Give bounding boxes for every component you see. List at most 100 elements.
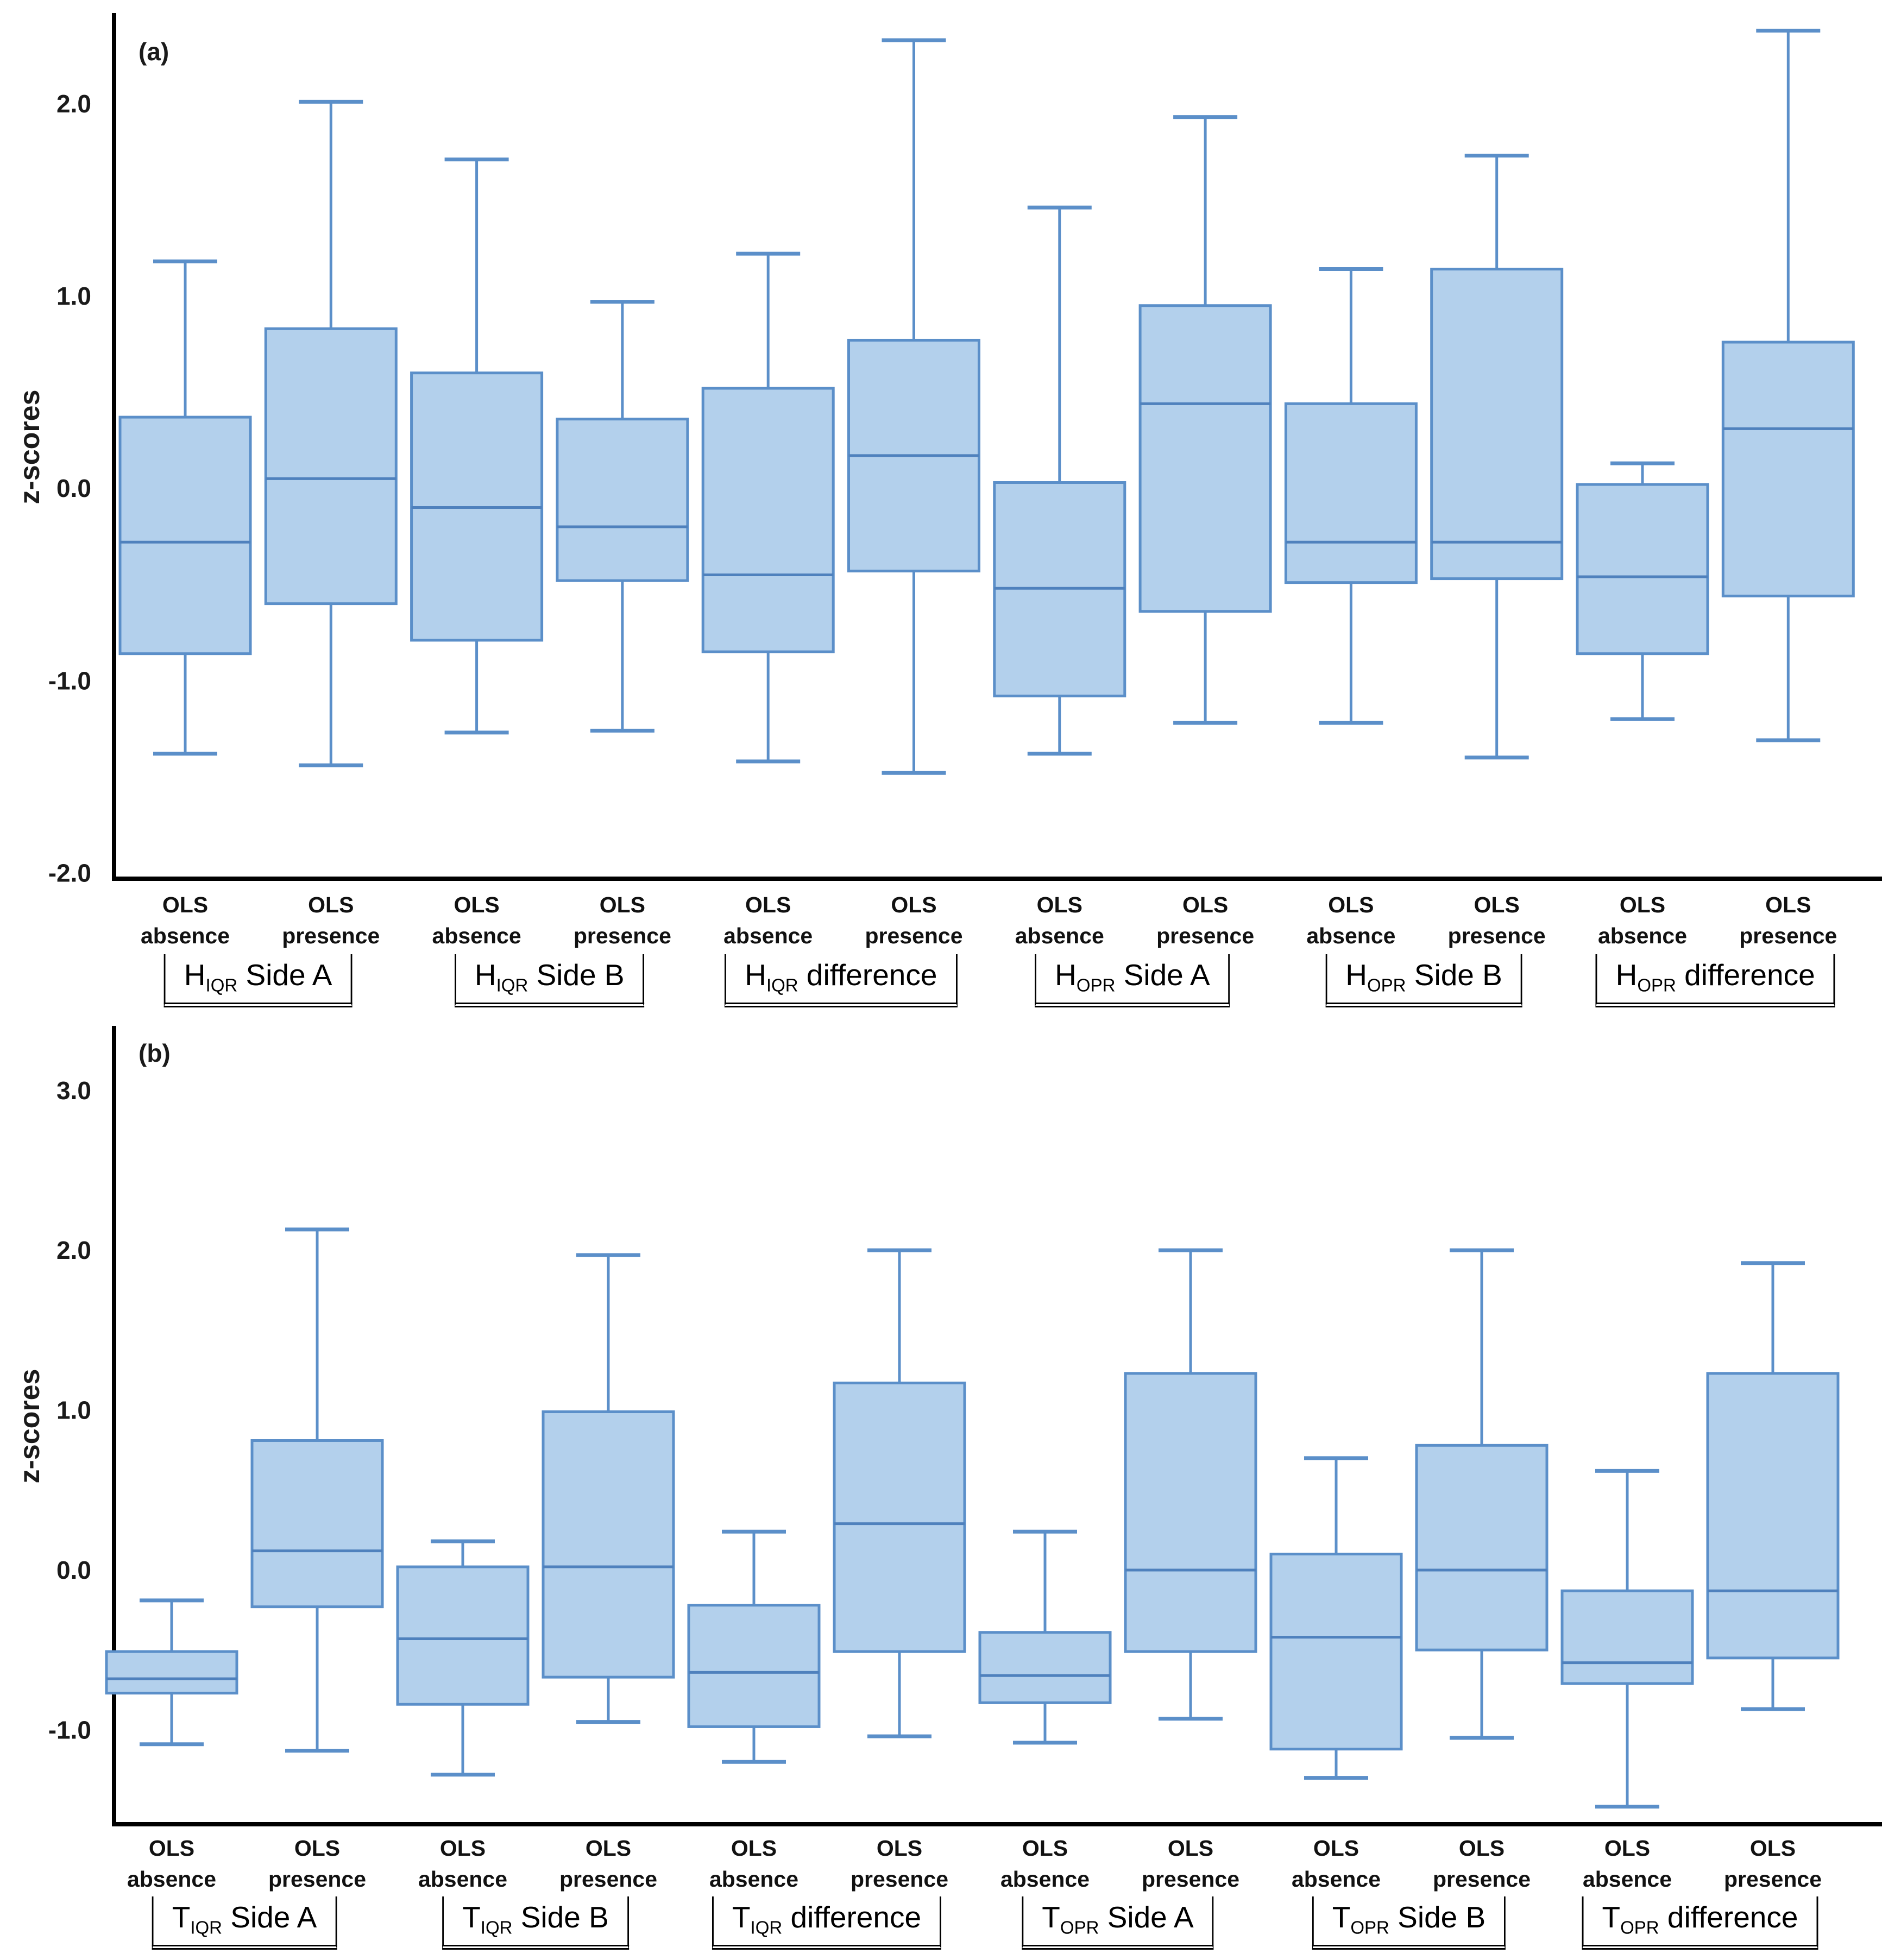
condition-label-line: OLS [1619, 892, 1666, 917]
group-label-text: Side A [237, 958, 332, 992]
group-label-text: difference [1659, 1900, 1798, 1934]
group-label-subscript: OPR [1620, 1917, 1659, 1938]
condition-label-line: OLS [1604, 1836, 1651, 1861]
condition-label-line: OLS [1474, 892, 1520, 917]
condition-label-line: absence [1597, 923, 1688, 948]
group-label-prefix: H [745, 958, 766, 992]
condition-label: OLS presence [1129, 890, 1281, 951]
group-label-box: HOPR Side A [1035, 954, 1230, 1007]
condition-label-line: OLS [891, 892, 937, 917]
group-label-prefix: T [1602, 1900, 1621, 1934]
group-label-box: HOPR difference [1595, 954, 1835, 1007]
group-label-box: TOPR difference [1582, 1896, 1818, 1950]
group-label-text: Side B [1389, 1900, 1486, 1934]
iqr-box [687, 1604, 821, 1728]
condition-label-line: absence [432, 923, 521, 948]
group-label-box: HIQR difference [725, 954, 958, 1007]
condition-label-line: absence [418, 1867, 508, 1892]
condition-label-line: OLS [1022, 1836, 1068, 1861]
y-tick-label: 0.0 [56, 474, 91, 502]
group-label-prefix: T [172, 1900, 191, 1934]
condition-label-line: OLS [1167, 1836, 1214, 1861]
condition-label-line: OLS [308, 892, 354, 917]
condition-label: OLS absence [96, 1833, 248, 1895]
condition-label-line: absence [1291, 1867, 1381, 1892]
condition-label: OLS absence [387, 1833, 539, 1895]
group-label-text: difference [1676, 958, 1815, 992]
condition-label-line: absence [140, 923, 230, 948]
condition-label-line: absence [709, 1867, 799, 1892]
group-label-text: difference [798, 958, 937, 992]
group-label-text: Side A [1115, 958, 1210, 992]
condition-label: OLS presence [241, 1833, 393, 1895]
group-label-box: TIQR Side B [442, 1896, 629, 1950]
group-label-text: Side A [222, 1900, 317, 1934]
iqr-box [250, 1439, 384, 1609]
condition-label-line: OLS [731, 1836, 777, 1861]
group-label-subscript: IQR [750, 1917, 783, 1938]
group-label-box: HOPR Side B [1325, 954, 1522, 1007]
condition-label-line: presence [282, 923, 380, 948]
iqr-box [833, 1382, 966, 1653]
condition-label-line: OLS [162, 892, 209, 917]
group-label-box: HIQR Side A [163, 954, 353, 1007]
condition-label: OLS presence [255, 890, 407, 951]
iqr-box [978, 1631, 1112, 1704]
condition-label: OLS presence [1712, 890, 1864, 951]
group-label-prefix: H [1055, 958, 1077, 992]
iqr-box [1560, 1589, 1694, 1685]
group-label-subscript: OPR [1637, 975, 1676, 995]
condition-label-line: absence [127, 1867, 217, 1892]
group-label-subscript: IQR [766, 975, 798, 995]
iqr-box [1430, 267, 1564, 581]
condition-label: OLS presence [1697, 1833, 1849, 1895]
iqr-box [1721, 341, 1855, 597]
group-label-subscript: IQR [190, 1917, 222, 1938]
group-label-subscript: IQR [496, 975, 528, 995]
condition-label-line: OLS [294, 1836, 341, 1861]
group-label-box: TIQR Side A [152, 1896, 337, 1950]
condition-label: OLS absence [678, 1833, 830, 1895]
group-label-prefix: H [474, 958, 496, 992]
condition-label-line: absence [1582, 1867, 1672, 1892]
y-tick-label: -1.0 [48, 666, 91, 695]
iqr-box [1706, 1372, 1840, 1660]
condition-label-line: presence [573, 923, 671, 948]
condition-label: OLS presence [1406, 1833, 1558, 1895]
y-tick-label: 3.0 [56, 1076, 91, 1105]
condition-label-line: presence [1432, 1867, 1531, 1892]
condition-label: OLS absence [692, 890, 844, 951]
y-tick-label: 0.0 [56, 1556, 91, 1584]
condition-label-line: absence [1015, 923, 1104, 948]
condition-label-line: presence [1141, 1867, 1240, 1892]
condition-label-line: presence [1156, 923, 1255, 948]
iqr-box [542, 1410, 675, 1679]
condition-label-line: OLS [1182, 892, 1229, 917]
condition-label: OLS absence [1275, 890, 1427, 951]
condition-label: OLS absence [109, 890, 261, 951]
panel-b-letter: (b) [139, 1039, 171, 1067]
iqr-box [1124, 1372, 1257, 1653]
condition-label: OLS absence [1260, 1833, 1412, 1895]
condition-label: OLS presence [838, 890, 990, 951]
condition-label: OLS presence [546, 890, 698, 951]
condition-label-line: presence [1723, 1867, 1822, 1892]
condition-label-line: OLS [876, 1836, 923, 1861]
iqr-box [556, 418, 689, 582]
condition-label: OLS presence [1115, 1833, 1267, 1895]
condition-label-line: presence [268, 1867, 367, 1892]
iqr-box [396, 1565, 530, 1706]
condition-label-line: OLS [148, 1836, 195, 1861]
condition-label-line: OLS [745, 892, 791, 917]
group-label-text: Side B [512, 1900, 609, 1934]
iqr-box [264, 327, 398, 606]
group-label-box: TOPR Side A [1022, 1896, 1214, 1950]
group-label-subscript: OPR [1367, 975, 1406, 995]
y-axis-title-panel-b: z-scores [14, 1369, 46, 1484]
condition-label-line: presence [865, 923, 963, 948]
iqr-box [118, 415, 252, 656]
group-label-prefix: H [1615, 958, 1638, 992]
